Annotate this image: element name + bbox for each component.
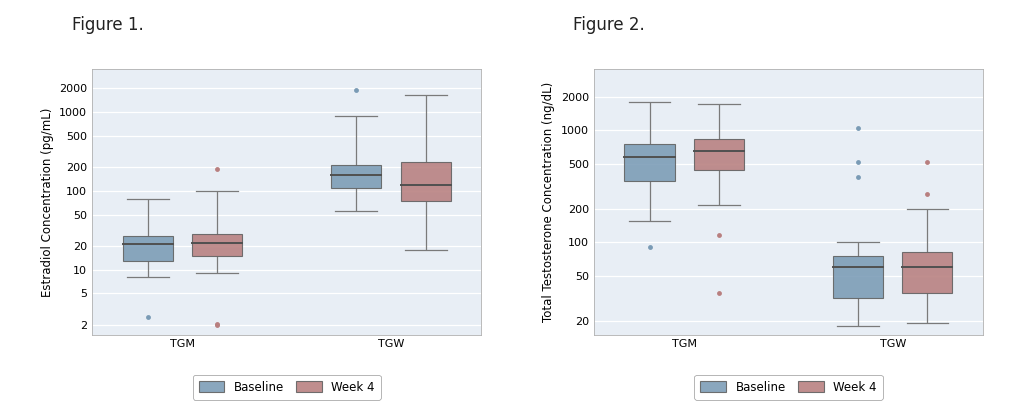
Legend: Baseline, Week 4: Baseline, Week 4 (694, 375, 883, 400)
Bar (902, 252, 952, 293)
Bar (694, 140, 744, 170)
Legend: Baseline, Week 4: Baseline, Week 4 (193, 375, 381, 400)
Y-axis label: Total Testosterone Concentration (ng/dL): Total Testosterone Concentration (ng/dL) (543, 82, 555, 322)
Bar (625, 144, 675, 181)
Text: Figure 1.: Figure 1. (72, 16, 143, 34)
Text: Figure 2.: Figure 2. (573, 16, 645, 34)
Bar (331, 165, 381, 188)
Y-axis label: Estradiol Concentration (pg/mL): Estradiol Concentration (pg/mL) (41, 107, 53, 297)
Bar (833, 256, 883, 298)
Bar (123, 236, 173, 261)
Bar (193, 235, 243, 256)
Bar (400, 162, 451, 201)
